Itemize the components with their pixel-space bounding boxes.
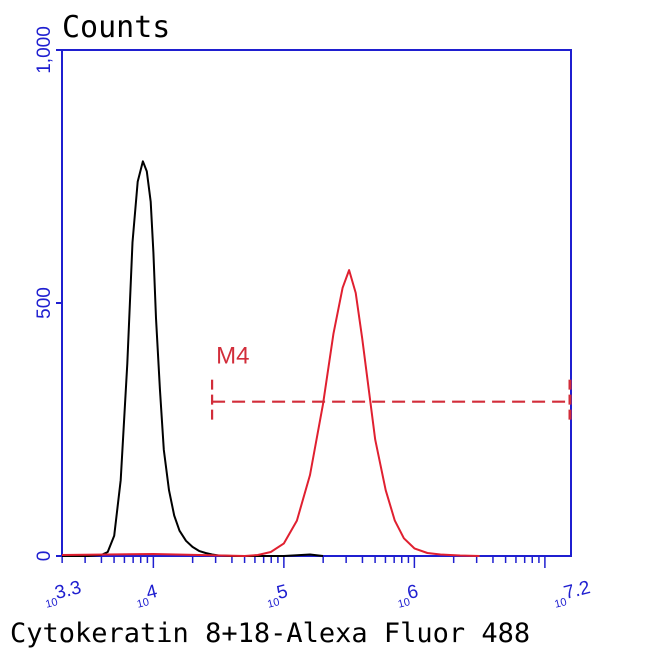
y-tick-label: 1,000 — [34, 26, 55, 74]
marker-label: M4 — [216, 343, 249, 370]
x-tick-base: 10 — [397, 596, 412, 611]
x-tick-label: 104 — [136, 581, 160, 611]
x-tick-base: 10 — [266, 596, 281, 611]
x-tick-label: 105 — [266, 581, 290, 611]
x-tick-base: 10 — [44, 596, 59, 611]
x-axis-label: Cytokeratin 8+18-Alexa Fluor 488 — [10, 618, 530, 649]
y-tick-label: 500 — [34, 287, 55, 319]
sample-histogram-line — [61, 269, 480, 557]
control-histogram-line — [62, 160, 324, 557]
y-tick-label: 0 — [34, 551, 55, 562]
x-tick-label: 106 — [397, 581, 421, 611]
x-tick-label: 103.3 — [44, 577, 84, 611]
x-tick-exponent: 5 — [275, 581, 290, 604]
x-tick-label: 107.2 — [553, 577, 593, 611]
y-axis-label: Counts — [62, 10, 170, 45]
x-tick-base: 10 — [136, 596, 151, 611]
x-tick-base: 10 — [553, 596, 568, 611]
plot-frame — [61, 49, 572, 557]
x-tick-exponent: 6 — [405, 581, 420, 604]
x-tick-exponent: 7.2 — [562, 577, 593, 604]
x-tick-exponent: 3.3 — [53, 577, 84, 604]
